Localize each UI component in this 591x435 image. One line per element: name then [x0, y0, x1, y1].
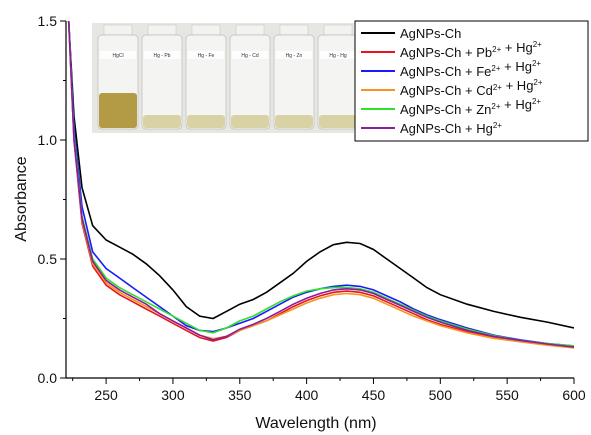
legend-entry-5: AgNPs-Ch + Hg2+ [361, 121, 502, 136]
vial-label: Hg - Hg [329, 53, 346, 59]
x-axis-title: Wavelength (nm) [255, 415, 376, 432]
vial-label: HgCl [112, 53, 123, 59]
series-line-2 [67, 21, 574, 347]
x-tick-label: 550 [495, 387, 519, 403]
x-tick-label: 250 [94, 387, 118, 403]
vial-label: Hg - Pb [154, 53, 171, 59]
legend-box [354, 20, 589, 142]
y-tick-label: 0.5 [38, 251, 58, 267]
series-line-3 [67, 21, 574, 349]
y-tick-label: 0.0 [38, 370, 58, 386]
x-tick-label: 600 [562, 387, 586, 403]
vial-liquid [143, 115, 181, 128]
vial-0: HgCl [97, 24, 139, 130]
vial-label: Hg - Zn [286, 53, 303, 59]
legend-label: AgNPs-Ch + Hg2+ [400, 121, 502, 136]
vial-3: Hg - Cd [229, 24, 271, 130]
x-tick-label: 500 [429, 387, 453, 403]
y-tick-label: 1.5 [38, 13, 58, 29]
vial-4: Hg - Zn [273, 24, 315, 130]
vial-liquid [187, 115, 225, 128]
series-line-5 [67, 21, 574, 348]
series-line-1 [67, 21, 574, 349]
x-tick-label: 350 [228, 387, 252, 403]
series-line-0 [67, 21, 574, 329]
vial-label: Hg - Cd [241, 53, 258, 59]
x-axis-ticks: 250 300 350 400 450 500 550 600 [72, 378, 586, 403]
legend-entry-3: AgNPs-Ch + Cd2+ + Hg2+ [361, 78, 543, 98]
vial-liquid [231, 115, 269, 128]
legend-label: AgNPs-Ch + Cd2+ + Hg2+ [400, 78, 543, 98]
legend-label: AgNPs-Ch [400, 26, 461, 41]
series-lines [67, 21, 574, 349]
vial-1: Hg - Pb [141, 24, 183, 130]
vial-liquid [319, 115, 357, 128]
vial-5: Hg - Hg [317, 24, 359, 130]
vial-liquid [275, 115, 313, 128]
legend-entry-0: AgNPs-Ch [361, 26, 461, 41]
legend-label: AgNPs-Ch + Zn2+ + Hg2+ [400, 97, 541, 117]
series-line-4 [67, 21, 574, 347]
legend-entry-2: AgNPs-Ch + Fe2+ + Hg2+ [361, 59, 541, 79]
vials-photo: HgCl Hg - Pb Hg - Fe Hg - Cd Hg - Zn Hg - Hg [92, 23, 359, 133]
vial-liquid [99, 93, 137, 128]
legend-label: AgNPs-Ch + Pb2+ + Hg2+ [400, 40, 542, 60]
legend-entry-4: AgNPs-Ch + Zn2+ + Hg2+ [361, 97, 541, 117]
y-axis-title: Absorbance [13, 156, 30, 241]
x-tick-label: 450 [362, 387, 386, 403]
y-axis-ticks: 0.0 0.5 1.0 1.5 [38, 13, 66, 386]
legend-label: AgNPs-Ch + Fe2+ + Hg2+ [400, 59, 541, 79]
y-tick-label: 1.0 [38, 132, 58, 148]
vial-label: Hg - Fe [198, 53, 215, 59]
legend-entry-1: AgNPs-Ch + Pb2+ + Hg2+ [361, 40, 542, 60]
x-tick-label: 300 [161, 387, 185, 403]
x-tick-label: 400 [295, 387, 319, 403]
vial-2: Hg - Fe [185, 24, 227, 130]
